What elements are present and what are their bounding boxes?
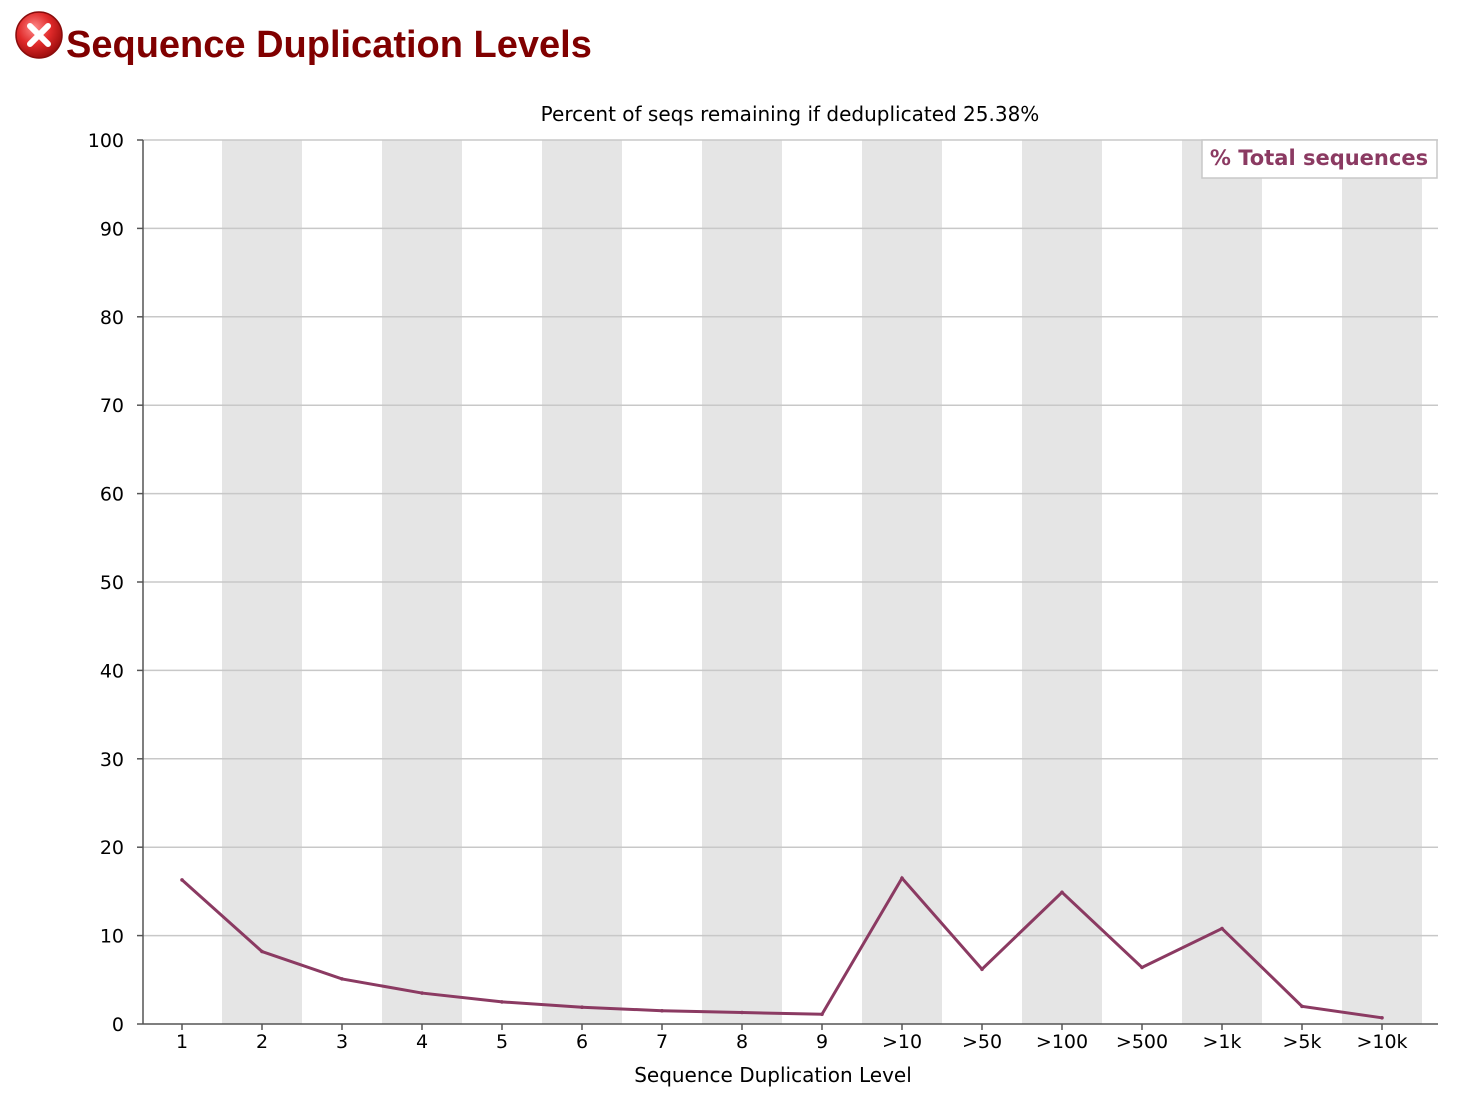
x-tick-label: 2 — [256, 1031, 268, 1053]
x-tick-label: >1k — [1202, 1031, 1241, 1053]
data-point — [1380, 1016, 1384, 1020]
data-point — [900, 876, 904, 880]
header: Sequence Duplication Levels — [14, 8, 592, 78]
y-tick-label: 100 — [88, 130, 124, 152]
y-tick-label: 20 — [100, 837, 124, 859]
y-tick-label: 60 — [100, 484, 124, 506]
data-point — [1300, 1004, 1304, 1009]
data-point — [660, 1008, 664, 1013]
y-tick-label: 80 — [100, 307, 124, 329]
x-tick-label: 9 — [816, 1031, 828, 1053]
legend: % Total sequences — [1201, 139, 1438, 179]
x-tick-label: 6 — [576, 1031, 588, 1053]
error-icon — [15, 11, 63, 59]
x-tick-label: 3 — [336, 1031, 348, 1053]
x-tick-labels: 1 2 3 4 5 6 7 8 9 >10 >50 >100 >500 >1k >5k >10k — [176, 1024, 1408, 1053]
y-tick-label: 40 — [100, 660, 124, 682]
data-point — [1140, 965, 1144, 970]
y-tick-label: 90 — [100, 218, 124, 240]
data-point — [820, 1012, 824, 1017]
data-point — [980, 967, 984, 971]
y-tick-label: 30 — [100, 749, 124, 771]
x-tick-label: >10 — [882, 1031, 922, 1053]
data-point — [500, 1000, 504, 1004]
legend-entry: % Total sequences — [1210, 146, 1428, 170]
data-point — [1060, 890, 1064, 895]
x-tick-label: >10k — [1356, 1031, 1407, 1053]
x-axis-label: Sequence Duplication Level — [634, 1063, 912, 1087]
x-tick-label: 7 — [656, 1031, 668, 1053]
data-point — [740, 1010, 744, 1015]
x-tick-label: 4 — [416, 1031, 428, 1053]
chart-subtitle: Percent of seqs remaining if deduplicate… — [541, 102, 1040, 126]
data-point — [340, 977, 344, 981]
x-tick-label: 1 — [176, 1031, 188, 1053]
data-point — [1220, 926, 1224, 931]
y-tick-label: 50 — [100, 572, 124, 594]
y-tick-label: 10 — [100, 926, 124, 948]
data-point — [260, 949, 264, 954]
x-tick-label: 8 — [736, 1031, 748, 1053]
y-tick-labels: 0 10 20 30 40 50 60 70 80 90 100 — [88, 130, 124, 1036]
x-tick-label: >5k — [1282, 1031, 1321, 1053]
data-point — [420, 991, 424, 995]
duplication-line-chart: 0 10 20 30 40 50 60 70 80 90 100 1 2 3 4 5 6 7 8 9 >10 >50 >1… — [88, 102, 1438, 1087]
x-tick-label: >100 — [1036, 1031, 1088, 1053]
legend-box — [1201, 139, 1438, 179]
data-point — [180, 878, 184, 882]
page-title: Sequence Duplication Levels — [66, 24, 592, 66]
x-tick-label: >500 — [1116, 1031, 1168, 1053]
series-line-0 — [180, 875, 1383, 1020]
data-point — [580, 1005, 584, 1010]
x-tick-label: >50 — [962, 1031, 1002, 1053]
y-tick-label: 70 — [100, 395, 124, 417]
series-lines — [180, 875, 1384, 1020]
x-tick-label: 5 — [496, 1031, 508, 1053]
y-tick-label: 0 — [112, 1014, 124, 1036]
